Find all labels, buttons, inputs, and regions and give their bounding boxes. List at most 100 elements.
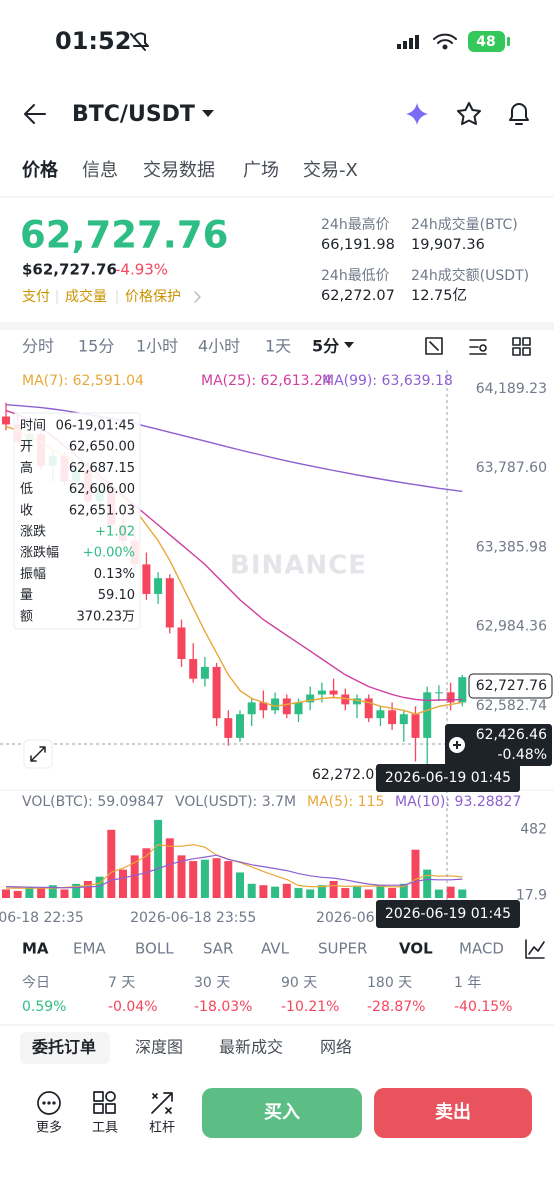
order-tab[interactable]: 委托订单 [31,1038,96,1057]
indicator-tab[interactable]: MACD [459,940,504,958]
tooltip-value: +1.02 [95,525,135,540]
indicator-tab[interactable]: SUPER [318,940,367,958]
chevron [194,291,201,303]
volume-bar [317,885,326,898]
candle-body [165,578,174,628]
volume-bar [411,849,420,898]
stat-value: 12.75亿 [411,287,467,304]
price-link[interactable]: 价格保护 [125,289,181,305]
volume-bar [37,888,46,898]
last-price: 62,727.76 [20,214,228,257]
volume-bar [341,888,350,898]
interval[interactable]: 5分 [312,337,339,356]
tab[interactable]: 广场 [243,160,279,181]
favorite-button[interactable] [457,102,481,125]
back-button[interactable] [24,104,46,124]
volume-bar [434,889,443,898]
order-tab[interactable]: 深度图 [135,1038,183,1057]
interval[interactable]: 4小时 [198,337,240,356]
volume-bar [212,858,221,898]
y-tick-label: 63,385.98 [476,539,547,555]
volume-bar [353,886,361,898]
clock: 01:52 [55,27,131,55]
tab[interactable]: 交易数据 [143,160,215,181]
candle-body [224,718,233,738]
tool-icons[interactable] [37,1091,173,1115]
period-label: 7 天 [108,975,135,991]
alert-button[interactable] [509,103,529,125]
ai-button[interactable] [406,103,428,125]
period-label: 90 天 [281,975,317,991]
volume-bar [364,889,373,898]
time-tag-text: 2026-06-19 01:45 [385,906,511,922]
tooltip-key: 时间 [20,419,46,434]
tooltip-value: 0.13% [94,567,135,582]
volume-bar [177,855,186,898]
pair-dropdown[interactable] [202,110,214,117]
chart-tools[interactable] [425,337,531,356]
volume-bar [458,889,467,898]
order-tab[interactable]: 网络 [320,1038,352,1057]
stat-label: 24h成交量(BTC) [411,216,518,233]
tooltip-key: 振幅 [20,567,46,582]
volume-bar [236,872,244,898]
x-tick-label: 2026-06 [316,910,375,926]
vol-legend: MA(5): 115 [307,794,384,810]
buy-button[interactable] [202,1088,362,1138]
candle-body [317,690,326,695]
tab[interactable]: 信息 [82,160,118,181]
tooltip-value: 62,606.00 [69,482,135,497]
interval-dropdown[interactable] [344,342,354,348]
tool-label[interactable]: 更多 [36,1120,62,1136]
volume-bar [376,885,385,898]
vol-legend: MA(10): 93.28827 [395,794,521,810]
volume-bar [282,883,291,898]
candle-body [306,694,315,703]
y-tick-label: 482 [520,822,547,838]
interval[interactable]: 分时 [22,337,54,356]
ma-line [5,854,463,889]
period-label: 今日 [22,975,50,991]
indicator-tab[interactable]: MA [22,940,49,958]
signal-icon [397,35,419,49]
order-tab[interactable]: 最新成交 [219,1038,283,1057]
indicator-tab[interactable]: EMA [73,940,106,958]
volume-bar [259,885,268,898]
indicator-tab[interactable]: BOLL [135,940,174,958]
indicator-settings[interactable] [525,939,545,959]
divider [0,322,554,330]
period-label: 180 天 [367,975,412,991]
indicator-tab[interactable]: SAR [203,940,233,958]
tab[interactable]: 交易-X [303,160,358,181]
vol-legend: VOL(BTC): 59.09847 [22,794,164,810]
indicator-tab[interactable]: VOL [399,940,433,958]
cross-tag [445,724,552,766]
price-link[interactable]: 成交量 [65,288,107,305]
tooltip-key: 量 [20,588,33,603]
pair-title[interactable]: BTC/USDT [72,102,195,127]
volume-bar [165,838,174,898]
battery [468,31,505,52]
ma-legend: MA(99): 63,639.18 [322,373,453,389]
indicator-tab[interactable]: AVL [261,940,290,958]
candle-body [399,714,408,725]
interval[interactable]: 1天 [265,337,291,356]
tool-label[interactable]: 杠杆 [149,1120,175,1136]
y-tick-label: 62,984.36 [476,619,547,635]
period-change: -10.21% [281,999,339,1015]
volume-bar [107,829,116,898]
sell-label[interactable]: 卖出 [435,1101,471,1123]
tooltip-key: 额 [20,609,33,624]
ma-line [6,843,463,889]
tab[interactable]: 价格 [22,159,59,181]
buy-label[interactable]: 买入 [264,1102,300,1123]
interval[interactable]: 1小时 [136,337,178,356]
interval[interactable]: 15分 [78,337,114,356]
time-tag [376,764,520,792]
tool-label[interactable]: 工具 [92,1121,118,1136]
tooltip-value: 62,650.00 [69,440,135,455]
price-link[interactable]: 支付 [22,289,50,305]
sell-button[interactable] [374,1088,532,1138]
stat-label: 24h最低价 [321,268,390,284]
candle-body [212,666,221,719]
